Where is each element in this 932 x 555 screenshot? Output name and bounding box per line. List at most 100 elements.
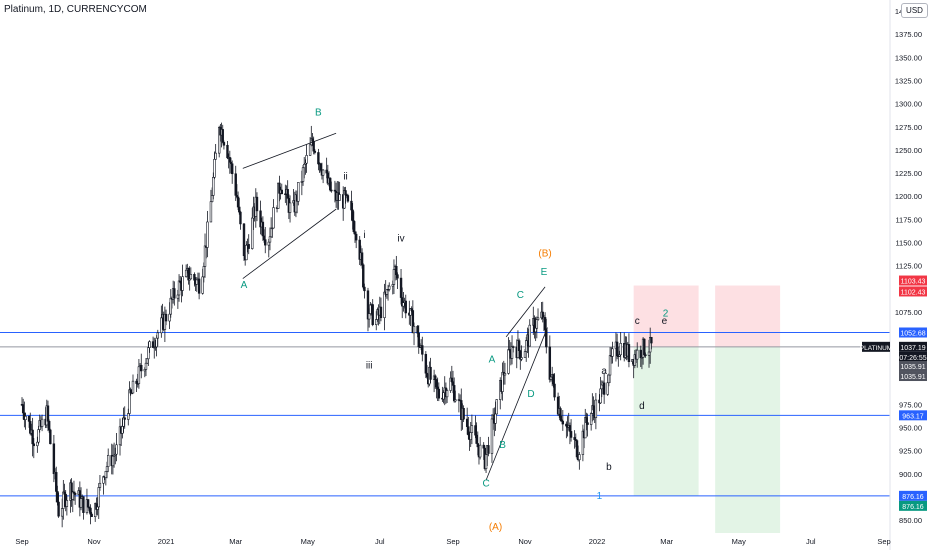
candle-body: [325, 169, 328, 174]
candle-body: [137, 366, 141, 384]
wave-label: i: [363, 230, 365, 241]
candle-body: [169, 297, 172, 315]
candle-body: [144, 362, 148, 370]
candle-body: [434, 375, 437, 381]
candle-body: [209, 201, 213, 223]
candle-body: [156, 332, 159, 339]
currency-button[interactable]: USD: [901, 3, 928, 18]
price-label: 1102.43: [901, 289, 926, 296]
candle-body: [288, 202, 292, 213]
candle-body: [627, 344, 631, 362]
price-label-box: [899, 327, 927, 338]
candle-body: [553, 383, 556, 398]
wave-label: E: [541, 267, 548, 278]
stop-zone: [715, 285, 781, 347]
candle-body: [416, 326, 419, 334]
candle-body: [247, 244, 250, 249]
candle-body: [490, 418, 494, 454]
candle-body: [543, 317, 547, 330]
price-label: 1052.68: [900, 330, 925, 337]
candle-body: [140, 364, 143, 372]
price-label-box: [899, 341, 927, 352]
time-axis[interactable]: Sep Nov 2021 Mar May Jul Sep Nov 2022 Mar May Jul Se…: [15, 537, 890, 546]
time-tick-label: Jul: [806, 537, 816, 546]
candle-body: [367, 313, 371, 320]
candle-body: [520, 357, 523, 360]
candle-body: [594, 399, 598, 419]
candle-body: [129, 389, 132, 394]
candle-body: [311, 138, 314, 142]
candle-body: [151, 341, 155, 348]
price-label-box: [899, 275, 927, 286]
candle-body: [354, 233, 358, 241]
candle-body: [517, 340, 521, 352]
time-tick-label: Sep: [877, 537, 890, 546]
candle-body: [379, 306, 383, 319]
candle-body: [251, 217, 254, 249]
candle-body: [262, 235, 266, 240]
wave-label: B: [499, 440, 506, 451]
candle-body: [213, 158, 216, 178]
candle-body: [164, 313, 168, 322]
candle-body: [57, 501, 60, 517]
time-tick-label: Nov: [518, 537, 532, 546]
candle-body: [135, 380, 138, 384]
price-label: 1035.91: [900, 364, 925, 371]
candle-body: [234, 173, 237, 196]
price-label-box: [899, 371, 927, 382]
candle-body: [552, 374, 555, 385]
candle-body: [56, 491, 59, 503]
candle-body: [46, 405, 50, 422]
candle-body: [214, 152, 217, 160]
candle-body: [650, 337, 653, 344]
candle-body: [52, 443, 56, 475]
candle-body: [317, 152, 320, 165]
candle-body: [507, 349, 510, 374]
time-tick-label: 2022: [589, 537, 606, 546]
candle-body: [60, 508, 64, 517]
candle-body: [189, 274, 193, 280]
candle-body: [90, 513, 93, 518]
candle-body: [362, 264, 365, 288]
candle-body: [303, 163, 306, 169]
candle-body: [575, 440, 579, 458]
candle-body: [40, 418, 44, 427]
price-label: 07:26:55: [899, 355, 926, 362]
candle-body: [27, 415, 31, 422]
wave-label: iv: [397, 234, 404, 245]
candle-body: [608, 355, 612, 376]
candle-body: [592, 405, 595, 411]
candle-body: [206, 221, 209, 248]
candle-body: [474, 425, 477, 436]
candle-body: [467, 426, 470, 436]
candle-body: [353, 231, 357, 235]
candle-body: [37, 429, 40, 443]
candle-body: [47, 420, 51, 431]
candle-body: [565, 423, 568, 427]
wave-label: b: [606, 462, 612, 473]
candle-body: [424, 353, 428, 374]
price-label: 1103.43: [901, 279, 926, 286]
candle-body: [470, 425, 474, 433]
candle-body: [392, 269, 396, 285]
candle-body: [452, 385, 456, 402]
price-tick-label: 1275.00: [895, 123, 922, 132]
wave-label: (A): [489, 522, 502, 533]
candle-body: [495, 399, 498, 415]
time-tick-label: Jul: [375, 537, 385, 546]
candle-body: [469, 432, 472, 440]
candle-body: [319, 163, 322, 171]
price-axis[interactable]: 850.00875.00900.00925.00950.00975.001075…: [889, 0, 922, 550]
wave-label: ii: [343, 172, 347, 183]
candle-body: [536, 317, 540, 320]
target-zone: [633, 346, 699, 496]
trendline: [485, 327, 548, 481]
candle-body: [412, 326, 416, 334]
candle-body: [305, 155, 308, 164]
candle-body: [476, 443, 479, 448]
candle-body: [484, 454, 488, 469]
candle-body: [203, 245, 207, 267]
candle-body: [371, 304, 374, 325]
